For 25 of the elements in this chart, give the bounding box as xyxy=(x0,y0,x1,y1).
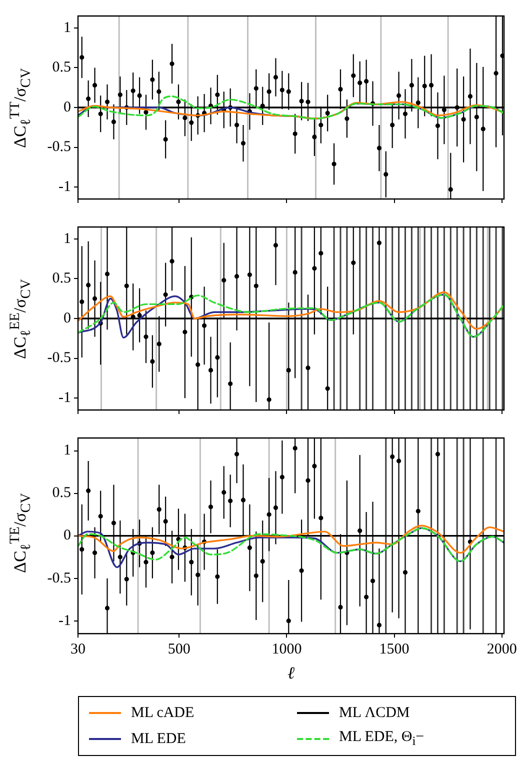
y-tick-label: 0.5 xyxy=(52,270,71,287)
x-tick-label: 2000 xyxy=(486,642,517,658)
y-tick-label: 0 xyxy=(64,310,71,326)
y-tick-label: -1 xyxy=(58,179,71,196)
x-axis-title: ℓ xyxy=(287,663,295,682)
x-tick-label: 30 xyxy=(70,642,86,658)
y-tick-label: -1 xyxy=(58,390,71,406)
y-tick-label: -1 xyxy=(58,612,71,629)
y-tick-label: 0.5 xyxy=(52,485,71,502)
y-tick-label: -0.5 xyxy=(47,350,71,366)
x-tick-label: 500 xyxy=(168,642,190,658)
y-tick-label: 0 xyxy=(64,528,71,544)
y-tick-label: 1 xyxy=(64,230,71,247)
y-tick-label: 1 xyxy=(64,20,71,36)
legend-label: ML EDE xyxy=(131,730,186,748)
legend-label: ML ΛCDM xyxy=(339,704,410,722)
y-tick-label: 0 xyxy=(64,99,71,116)
x-tick-label: 1000 xyxy=(272,642,302,658)
y-tick-label: 0.5 xyxy=(52,60,71,76)
y-tick-label: -0.5 xyxy=(47,139,71,156)
legend-label: ML EDE, Θ$_{i}$− xyxy=(339,729,424,749)
x-tick-label: 1500 xyxy=(379,642,410,658)
y-tick-label: 1 xyxy=(64,442,71,459)
y-tick-label: -0.5 xyxy=(47,570,71,586)
legend-label: ML cADE xyxy=(131,704,194,722)
